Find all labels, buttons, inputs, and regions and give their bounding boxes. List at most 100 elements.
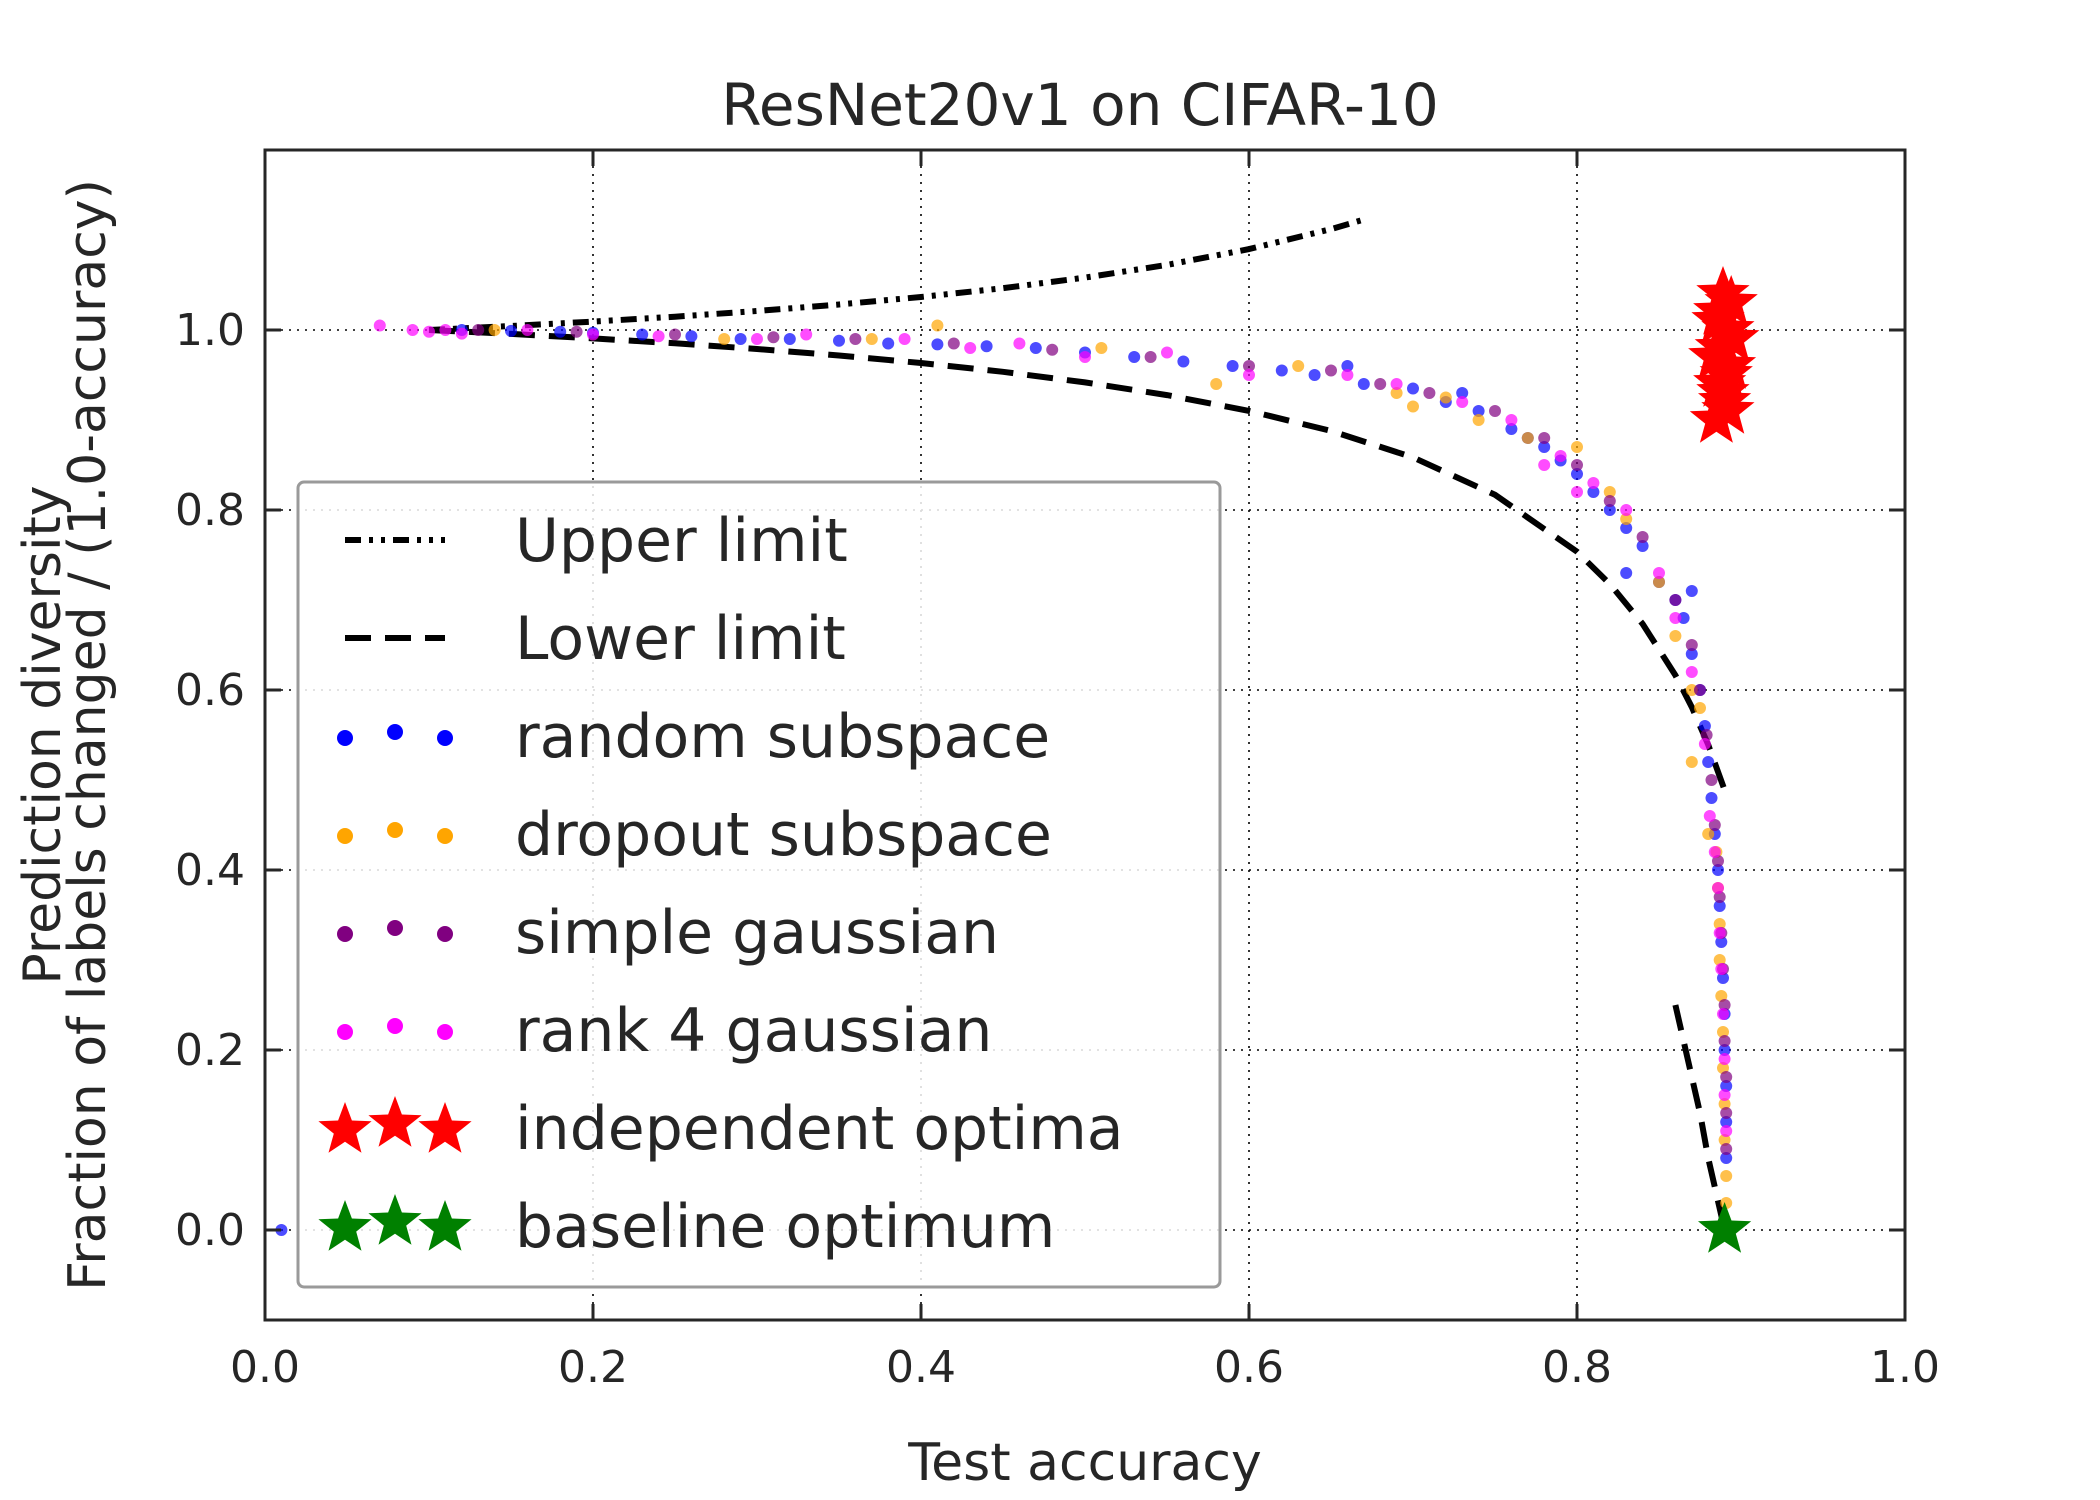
simple-gaussian-point	[669, 328, 681, 341]
rank-4-gaussian-point	[1703, 810, 1716, 822]
random-subspace-point	[1636, 540, 1649, 552]
legend-swatch-independent-optima	[368, 1096, 422, 1147]
random-subspace-point	[1571, 468, 1583, 480]
dropout-subspace-point	[865, 333, 878, 345]
rank-4-gaussian-point	[1713, 927, 1726, 939]
rank-4-gaussian-point	[423, 325, 435, 338]
legend-swatch-random-subspace	[387, 724, 403, 740]
legend-swatch-dropout-subspace	[437, 828, 453, 844]
legend: Upper limit Lower limit random subspace dro…	[296, 480, 1222, 1289]
simple-gaussian-point	[1718, 1035, 1731, 1047]
random-subspace-point	[1620, 522, 1633, 534]
simple-gaussian-point	[1243, 360, 1255, 372]
rank-4-gaussian-point	[587, 328, 599, 341]
dropout-subspace-point	[1521, 432, 1534, 444]
legend-swatch-random-subspace	[437, 730, 453, 746]
dropout-subspace-point	[1210, 378, 1223, 390]
rank-4-gaussian-point	[898, 333, 911, 345]
random-subspace-point	[1720, 1116, 1733, 1128]
simple-gaussian-point	[1374, 378, 1387, 390]
scatter-points	[275, 319, 1733, 1236]
x-tick-label: 0.0	[230, 1342, 300, 1393]
random-subspace-point	[1456, 387, 1469, 399]
random-subspace-point	[1698, 720, 1711, 732]
rank-4-gaussian-point	[1013, 337, 1026, 350]
rank-4-gaussian-point	[964, 342, 977, 354]
random-subspace-point	[1705, 792, 1718, 804]
simple-gaussian-point	[1700, 729, 1713, 741]
random-subspace-point	[1505, 423, 1518, 435]
random-subspace-point	[1357, 378, 1370, 390]
dropout-subspace-point	[1685, 684, 1698, 696]
random-subspace-point	[1603, 504, 1616, 516]
rank-4-gaussian-point	[1538, 459, 1551, 471]
legend-swatch-rank-4-gaussian	[337, 1024, 353, 1040]
dropout-subspace-point	[1717, 1026, 1729, 1038]
x-axis-label: Test accuracy	[907, 1433, 1262, 1493]
simple-gaussian-point	[1708, 819, 1721, 831]
rank-4-gaussian-point	[751, 333, 763, 345]
dropout-subspace-point	[1718, 1134, 1731, 1146]
rank-4-gaussian-point	[1079, 351, 1091, 363]
dropout-subspace-point	[1685, 756, 1698, 768]
legend-label-rank-4-gaussian: rank 4 gaussian	[515, 996, 992, 1066]
random-subspace-point	[1472, 405, 1485, 417]
random-subspace-point	[1717, 972, 1729, 984]
legend-swatch-simple-gaussian	[437, 926, 453, 942]
rank-4-gaussian-point	[1341, 369, 1354, 381]
rank-4-gaussian-point	[1571, 486, 1583, 498]
random-subspace-point	[1128, 351, 1141, 363]
dropout-subspace-point	[1669, 630, 1682, 642]
legend-label-random-subspace: random subspace	[515, 702, 1050, 772]
rank-4-gaussian-point	[1161, 346, 1173, 359]
dropout-subspace-point	[1390, 387, 1403, 399]
random-subspace-point	[1407, 382, 1419, 395]
rank-4-gaussian-point	[1685, 666, 1698, 678]
rank-4-gaussian-point	[652, 330, 665, 343]
simple-gaussian-point	[1705, 774, 1718, 786]
rank-4-gaussian-point	[439, 324, 452, 336]
limit-curves	[428, 216, 1728, 1231]
legend-swatch-simple-gaussian	[337, 926, 353, 942]
legend-swatch-random-subspace	[337, 730, 353, 746]
legend-label-baseline-optimum: baseline optimum	[515, 1192, 1055, 1262]
simple-gaussian-point	[947, 337, 960, 350]
simple-gaussian-point	[472, 324, 485, 336]
rank-4-gaussian-point	[1669, 612, 1682, 624]
chart-title: ResNet20v1 on CIFAR-10	[721, 71, 1439, 139]
dropout-subspace-point	[1439, 391, 1452, 404]
legend-box	[296, 480, 1222, 1289]
x-tick-label: 0.4	[886, 1342, 956, 1393]
simple-gaussian-point	[1325, 364, 1337, 377]
random-subspace-point	[980, 340, 993, 353]
y-tick-label: 0.0	[175, 1205, 245, 1256]
random-subspace-point	[1620, 567, 1633, 579]
simple-gaussian-point	[1636, 531, 1649, 543]
rank-4-gaussian-point	[1708, 846, 1721, 858]
legend-swatch-independent-optima	[318, 1102, 372, 1153]
y-tick-label: 0.6	[175, 665, 245, 716]
rank-4-gaussian-point	[1712, 882, 1724, 894]
random-subspace-point	[275, 1224, 288, 1236]
random-subspace-point	[1275, 364, 1288, 377]
curve-upper-limit	[428, 216, 1365, 333]
rank-4-gaussian-point	[1720, 1125, 1733, 1137]
legend-swatch-independent-optima	[418, 1102, 472, 1153]
random-subspace-point	[1587, 486, 1600, 498]
simple-gaussian-point	[1046, 343, 1059, 356]
simple-gaussian-point	[1489, 405, 1501, 417]
dropout-subspace-point	[931, 319, 944, 332]
legend-label-simple-gaussian: simple gaussian	[515, 898, 999, 968]
legend-label-upper-limit: Upper limit	[515, 506, 848, 576]
random-subspace-point	[1713, 900, 1726, 912]
legend-swatch-rank-4-gaussian	[437, 1024, 453, 1040]
simple-gaussian-point	[1720, 1071, 1733, 1083]
dropout-subspace-point	[1603, 486, 1616, 498]
star-markers	[1688, 266, 1760, 1253]
simple-gaussian-point	[570, 325, 583, 338]
rank-4-gaussian-point	[1587, 477, 1600, 489]
simple-gaussian-point	[1669, 594, 1682, 606]
random-subspace-point	[636, 328, 649, 341]
